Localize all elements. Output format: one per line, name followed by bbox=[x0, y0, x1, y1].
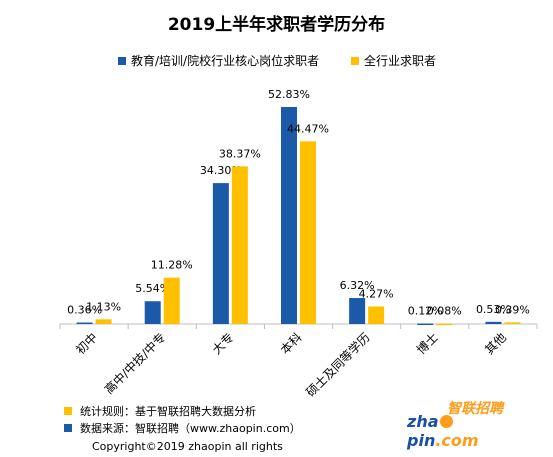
stat-rule-swatch bbox=[64, 407, 72, 415]
bar-industry-0 bbox=[76, 322, 93, 325]
logo-en-tail: .com bbox=[435, 431, 479, 450]
stat-rule-text: 统计规则：基于智联招聘大数据分析 bbox=[80, 405, 256, 418]
category-label-1: 高中/中技/中专 bbox=[101, 330, 168, 397]
data-label-all-6: 0.39% bbox=[495, 303, 530, 316]
category-label-4: 硕士及同等学历 bbox=[303, 330, 373, 400]
bar-industry-5 bbox=[417, 323, 434, 326]
chart-title: 2019上半年求职者学历分布 bbox=[167, 15, 386, 35]
data-label-industry-6: 0.53% bbox=[476, 303, 511, 316]
legend-item-industry: 教育/培训/院校行业核心岗位求职者 bbox=[118, 52, 319, 69]
logo-en-post: pin bbox=[407, 431, 436, 450]
bar-industry-2 bbox=[212, 183, 229, 324]
data-label-all-1: 11.28% bbox=[151, 259, 193, 272]
category-label-6: 其他 bbox=[482, 330, 509, 357]
logo-en-pre: zha bbox=[407, 412, 439, 431]
data-source-note: 数据来源：智联招聘（www.zhaopin.com） bbox=[64, 420, 301, 436]
data-source-text: 数据来源：智联招聘（www.zhaopin.com） bbox=[80, 422, 301, 435]
legend-swatch-all bbox=[351, 56, 359, 65]
data-label-all-5: 0.08% bbox=[427, 305, 462, 318]
copyright-text: Copyright©2019 zhaopin all rights bbox=[92, 440, 283, 453]
bar-all-4 bbox=[368, 306, 385, 324]
bar-all-1 bbox=[163, 277, 180, 324]
bar-industry-1 bbox=[144, 301, 161, 324]
category-label-3: 本科 bbox=[278, 330, 305, 357]
data-source-swatch bbox=[64, 424, 72, 432]
data-label-industry-2: 34.30% bbox=[200, 164, 242, 177]
bar-all-0 bbox=[95, 319, 112, 324]
logo-en-text: zhapin.com bbox=[407, 412, 511, 450]
bar-industry-6 bbox=[485, 321, 502, 324]
bar-industry-3 bbox=[281, 107, 297, 324]
category-label-2: 大专 bbox=[209, 330, 237, 358]
bar-all-6 bbox=[504, 322, 521, 324]
data-label-industry-1: 5.54% bbox=[135, 282, 170, 295]
legend-swatch-industry bbox=[118, 56, 126, 65]
logo-o-icon bbox=[439, 415, 453, 428]
bar-all-3 bbox=[300, 141, 316, 324]
legend-item-all: 全行业求职者 bbox=[351, 52, 436, 69]
data-label-industry-4: 6.32% bbox=[340, 279, 375, 292]
bar-all-5 bbox=[436, 323, 453, 326]
zhaopin-logo: 智联招聘 zhapin.com bbox=[407, 398, 511, 450]
data-label-all-0: 1.13% bbox=[86, 300, 121, 313]
stat-rule-note: 统计规则：基于智联招聘大数据分析 bbox=[64, 403, 256, 419]
legend-label-all: 全行业求职者 bbox=[364, 54, 437, 68]
data-label-industry-5: 0.12% bbox=[408, 305, 443, 318]
bar-industry-4 bbox=[349, 298, 366, 324]
data-label-all-4: 4.27% bbox=[359, 287, 394, 300]
data-label-all-2: 38.37% bbox=[219, 147, 261, 160]
data-label-all-3: 44.47% bbox=[287, 122, 329, 135]
logo-cn-text: 智联招聘 bbox=[447, 401, 503, 417]
legend-label-industry: 教育/培训/院校行业核心岗位求职者 bbox=[131, 54, 320, 68]
data-label-industry-0: 0.36% bbox=[67, 304, 102, 317]
category-label-0: 初中 bbox=[73, 330, 101, 358]
category-label-5: 博士 bbox=[413, 330, 441, 358]
bar-all-2 bbox=[231, 166, 248, 324]
data-label-industry-3: 52.83% bbox=[268, 88, 310, 101]
